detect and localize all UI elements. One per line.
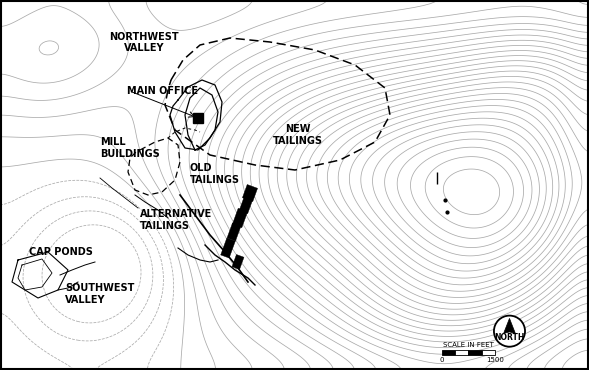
Polygon shape [233, 208, 247, 228]
Text: NORTHWEST
VALLEY: NORTHWEST VALLEY [110, 32, 179, 53]
Polygon shape [227, 223, 241, 241]
Text: MAIN OFFICE: MAIN OFFICE [127, 85, 198, 96]
Text: SCALE IN FEET: SCALE IN FEET [443, 342, 494, 348]
Polygon shape [243, 185, 257, 201]
Polygon shape [504, 319, 515, 333]
Text: 1500: 1500 [486, 357, 504, 363]
Text: NORTH: NORTH [494, 333, 525, 342]
Text: CAP PONDS: CAP PONDS [29, 247, 93, 258]
Circle shape [494, 316, 525, 347]
Text: ALTERNATIVE
TAILINGS: ALTERNATIVE TAILINGS [140, 209, 213, 231]
Bar [455, 350, 468, 355]
Bar [482, 350, 495, 355]
Polygon shape [221, 238, 236, 258]
Text: OLD
TAILINGS: OLD TAILINGS [190, 163, 240, 185]
Text: MILL
BUILDINGS: MILL BUILDINGS [100, 137, 160, 159]
Polygon shape [239, 196, 253, 213]
Polygon shape [232, 255, 244, 269]
Text: NEW
TAILINGS: NEW TAILINGS [273, 124, 322, 146]
Bar [442, 350, 455, 355]
Text: SOUTHWEST
VALLEY: SOUTHWEST VALLEY [65, 283, 134, 305]
Text: 0: 0 [439, 357, 444, 363]
Bar [468, 350, 482, 355]
